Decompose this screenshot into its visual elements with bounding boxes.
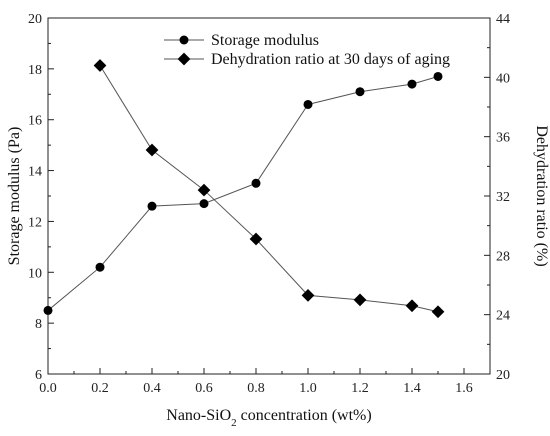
y-axis-left: 6 8 10 12 14 16 18 20 bbox=[28, 12, 54, 383]
legend-marker-dehydration-ratio bbox=[177, 52, 191, 66]
data-point-diamond bbox=[301, 289, 315, 302]
x-tick-label: 0.6 bbox=[195, 381, 213, 396]
y-right-tick-label: 24 bbox=[496, 309, 510, 324]
data-point-diamond bbox=[197, 183, 211, 197]
x-tick-label: 1.2 bbox=[351, 381, 369, 396]
data-point-diamond bbox=[353, 293, 367, 307]
x-tick-label: 0.4 bbox=[143, 381, 161, 396]
x-tick-label: 1.6 bbox=[455, 381, 473, 396]
x-tick-label: 0.2 bbox=[91, 381, 109, 396]
legend-label-dehydration-ratio: Dehydration ratio at 30 days of aging bbox=[211, 51, 450, 68]
data-point-diamond bbox=[431, 305, 445, 319]
data-point-circle bbox=[95, 262, 105, 272]
y-left-tick-label: 18 bbox=[28, 63, 42, 78]
series-layer bbox=[43, 59, 445, 319]
x-tick-label: 0.8 bbox=[247, 381, 265, 396]
y-axis-right: 20 24 28 32 36 40 44 bbox=[484, 12, 510, 383]
y-right-tick-label: 32 bbox=[496, 190, 510, 205]
y-left-tick-label: 16 bbox=[28, 114, 42, 129]
x-axis-title-prefix: Nano-SiO bbox=[166, 407, 231, 424]
data-point-circle bbox=[303, 99, 313, 109]
x-tick-label: 0.0 bbox=[39, 381, 57, 396]
x-axis-title-subscript: 2 bbox=[231, 417, 237, 429]
data-point-circle bbox=[433, 71, 443, 81]
y-right-tick-label: 40 bbox=[496, 71, 510, 86]
series-line-1 bbox=[99, 65, 439, 313]
plot-frame bbox=[47, 17, 491, 375]
data-point-circle bbox=[43, 305, 53, 315]
legend-marker-storage-modulus bbox=[179, 35, 189, 45]
data-point-diamond bbox=[93, 59, 107, 72]
y-right-tick-label: 20 bbox=[496, 368, 510, 383]
y-left-tick-label: 8 bbox=[35, 317, 42, 332]
y-left-tick-label: 20 bbox=[28, 12, 42, 27]
x-axis-title: Nano-SiO2 concentration (wt%) bbox=[166, 407, 371, 429]
data-point-diamond bbox=[405, 299, 419, 313]
y-right-tick-label: 36 bbox=[496, 131, 510, 146]
y-left-tick-label: 14 bbox=[28, 165, 42, 180]
data-point-diamond bbox=[249, 232, 263, 246]
y-left-tick-label: 10 bbox=[28, 266, 42, 281]
x-axis: 0.0 0.2 0.4 0.6 0.8 1.0 1.2 1.4 1.6 bbox=[39, 368, 473, 396]
y-left-tick-label: 6 bbox=[35, 368, 42, 383]
y-right-tick-label: 44 bbox=[496, 12, 510, 27]
y-right-tick-label: 28 bbox=[496, 249, 510, 264]
y-axis-left-title: Storage modulus (Pa) bbox=[6, 127, 23, 266]
legend-label-storage-modulus: Storage modulus bbox=[211, 32, 319, 49]
data-point-circle bbox=[251, 178, 261, 188]
y-left-tick-label: 12 bbox=[28, 215, 42, 230]
x-tick-label: 1.4 bbox=[403, 381, 421, 396]
x-tick-label: 1.0 bbox=[299, 381, 317, 396]
data-point-circle bbox=[407, 79, 417, 89]
series-line-0 bbox=[47, 76, 439, 311]
data-point-circle bbox=[199, 199, 209, 209]
data-point-circle bbox=[147, 201, 157, 211]
legend: Storage modulus Dehydration ratio at 30 … bbox=[164, 32, 450, 68]
data-point-circle bbox=[355, 87, 365, 97]
data-point-diamond bbox=[145, 143, 159, 157]
y-axis-right-title: Dehydration ratio (%) bbox=[533, 125, 550, 266]
x-axis-title-suffix: concentration (wt%) bbox=[237, 407, 372, 424]
